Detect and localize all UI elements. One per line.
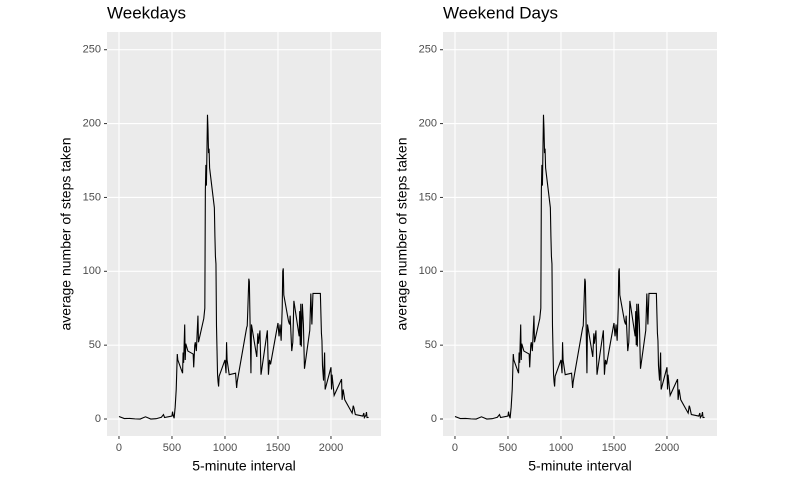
y-tick-label: 50	[425, 339, 437, 351]
y-axis-title: average number of steps taken	[58, 137, 74, 330]
y-tick-label: 50	[89, 339, 101, 351]
y-tick-label: 200	[83, 117, 101, 129]
y-tick-label: 0	[95, 413, 101, 425]
y-tick-label: 100	[419, 265, 437, 277]
y-tick-label: 150	[419, 191, 437, 203]
panel: 0 50 100 150 200 250 0 500 1000 1500 2000 Weekdays 5…	[58, 3, 381, 474]
x-tick-label: 1000	[549, 442, 573, 454]
y-tick-label: 250	[83, 44, 101, 56]
plot-background	[443, 32, 717, 436]
chart-title: Weekdays	[107, 3, 186, 22]
y-tick-label: 150	[83, 191, 101, 203]
x-tick-label: 1000	[213, 442, 237, 454]
y-tick-label: 0	[431, 413, 437, 425]
plot-background	[107, 32, 381, 436]
x-tick-label: 1500	[602, 442, 626, 454]
x-axis-title: 5-minute interval	[528, 458, 632, 474]
x-tick-label: 1500	[266, 442, 290, 454]
data-line	[118, 114, 369, 420]
x-tick-label: 500	[163, 442, 181, 454]
chart-title: Weekend Days	[443, 3, 558, 22]
y-tick-label: 250	[419, 44, 437, 56]
x-tick-label: 0	[116, 442, 122, 454]
y-axis-title: average number of steps taken	[394, 137, 410, 330]
panel: 0 50 100 150 200 250 0 500 1000 1500 2000 Weekend D…	[394, 3, 717, 474]
y-tick-label: 200	[419, 117, 437, 129]
y-tick-label: 100	[83, 265, 101, 277]
x-tick-label: 2000	[319, 442, 343, 454]
data-line	[454, 114, 705, 420]
x-tick-label: 0	[452, 442, 458, 454]
x-tick-label: 2000	[655, 442, 679, 454]
x-axis-title: 5-minute interval	[192, 458, 296, 474]
x-tick-label: 500	[499, 442, 517, 454]
